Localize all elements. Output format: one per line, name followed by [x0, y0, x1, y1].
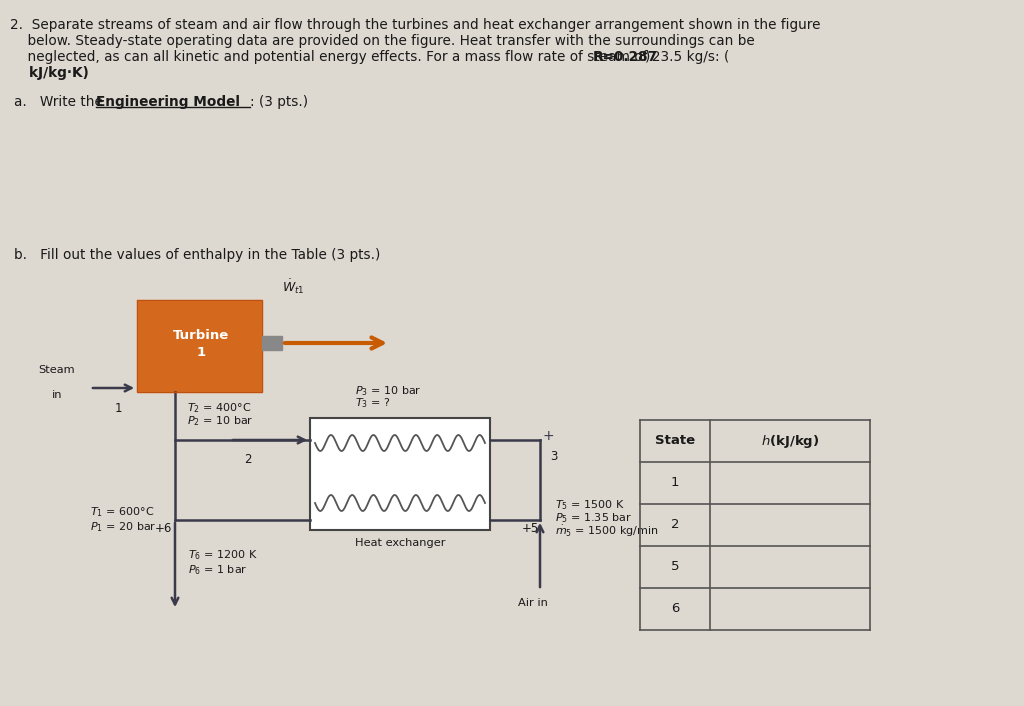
Text: 2: 2 [671, 518, 679, 532]
Polygon shape [137, 300, 262, 392]
Bar [262, 336, 282, 350]
Text: Air in: Air in [518, 598, 548, 608]
Text: : (3 pts.): : (3 pts.) [250, 95, 308, 109]
Text: $\dot{m}_5$ = 1500 kg/min: $\dot{m}_5$ = 1500 kg/min [555, 524, 658, 539]
Text: Engineering Model: Engineering Model [96, 95, 240, 109]
Text: 3: 3 [550, 450, 558, 463]
Text: $\dot{W}_{t1}$: $\dot{W}_{t1}$ [282, 277, 305, 296]
Text: State: State [655, 434, 695, 448]
Text: $T_1$ = 600°C: $T_1$ = 600°C [90, 505, 155, 519]
Text: 2.  Separate streams of steam and air flow through the turbines and heat exchang: 2. Separate streams of steam and air flo… [10, 18, 820, 32]
Text: 2: 2 [245, 453, 252, 466]
Text: 6: 6 [671, 602, 679, 616]
Text: $P_2$ = 10 bar: $P_2$ = 10 bar [187, 414, 254, 428]
Text: 1: 1 [115, 402, 122, 415]
Text: kJ/kg·K): kJ/kg·K) [10, 66, 89, 80]
Text: $T_2$ = 400°C: $T_2$ = 400°C [187, 401, 252, 415]
Text: $T_5$ = 1500 K: $T_5$ = 1500 K [555, 498, 625, 512]
Bar [310, 418, 490, 530]
Text: neglected, as can all kinetic and potential energy effects. For a mass flow rate: neglected, as can all kinetic and potent… [10, 50, 729, 64]
Text: +: + [542, 429, 554, 443]
Text: 1: 1 [671, 477, 679, 489]
Text: Steam: Steam [38, 365, 75, 375]
Text: $P_6$ = 1 bar: $P_6$ = 1 bar [188, 563, 248, 577]
Text: $T_6$ = 1200 K: $T_6$ = 1200 K [188, 548, 258, 562]
Text: $P_5$ = 1.35 bar: $P_5$ = 1.35 bar [555, 511, 632, 525]
Text: b.   Fill out the values of enthalpy in the Table (3 pts.): b. Fill out the values of enthalpy in th… [14, 248, 380, 262]
Text: ): ) [645, 50, 650, 64]
Text: in: in [52, 390, 62, 400]
Text: R=0.287: R=0.287 [593, 50, 658, 64]
Text: $P_3$ = 10 bar: $P_3$ = 10 bar [355, 384, 422, 398]
Text: +6: +6 [155, 522, 172, 535]
Text: Turbine
1: Turbine 1 [173, 329, 229, 359]
Text: $P_1$ = 20 bar: $P_1$ = 20 bar [90, 520, 157, 534]
Text: 5: 5 [671, 561, 679, 573]
Text: +5: +5 [522, 522, 540, 535]
Text: $h$(kJ/kg): $h$(kJ/kg) [761, 433, 819, 450]
Text: below. Steady-state operating data are provided on the figure. Heat transfer wit: below. Steady-state operating data are p… [10, 34, 755, 48]
Text: $T_3$ = ?: $T_3$ = ? [355, 396, 390, 410]
Text: Heat exchanger: Heat exchanger [354, 538, 445, 548]
Text: a.   Write the: a. Write the [14, 95, 108, 109]
